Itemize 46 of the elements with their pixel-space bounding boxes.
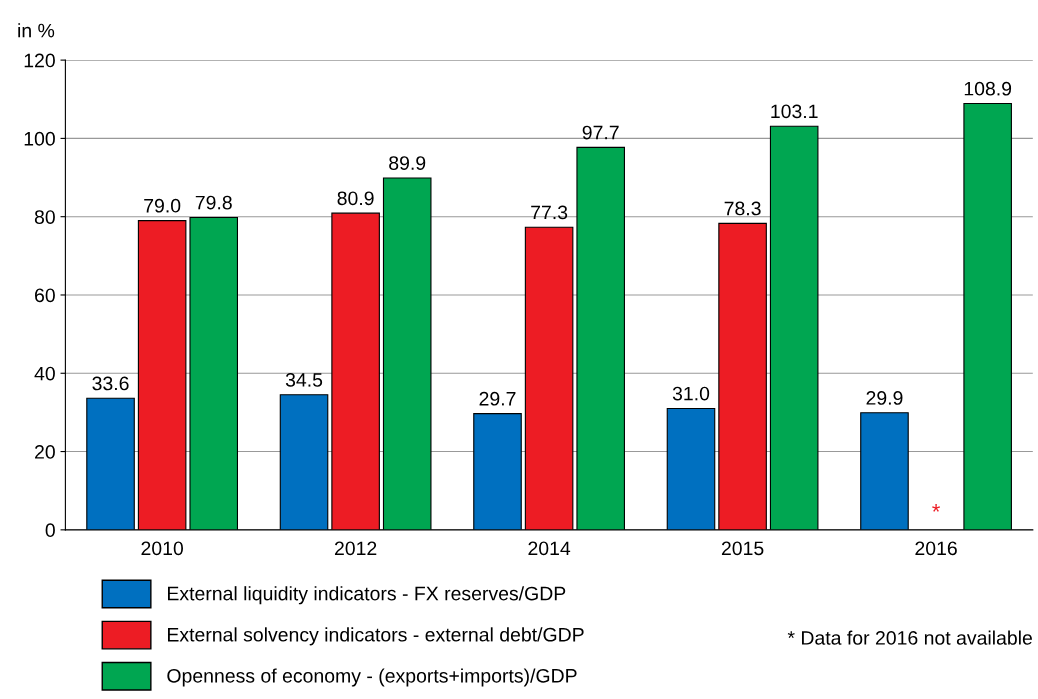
x-tick-label: 2016	[915, 541, 957, 556]
bar	[86, 397, 135, 530]
bar	[473, 413, 522, 530]
y-tick-label: 80	[34, 210, 55, 224]
bar	[331, 212, 380, 530]
data-label: 78.3	[724, 201, 761, 216]
bar	[860, 412, 909, 530]
bar	[666, 407, 716, 530]
data-label: 79.0	[144, 198, 181, 213]
legend-label: Openness of economy - (exports+imports)/GDP	[167, 668, 577, 687]
y-tick-label: 100	[24, 131, 55, 146]
data-label: 79.8	[195, 195, 232, 210]
x-tick-label: 2010	[141, 541, 184, 556]
bar	[382, 177, 432, 530]
data-label: 80.9	[337, 191, 374, 206]
y-tick-label: 40	[34, 366, 55, 381]
x-tick-label: 2014	[528, 541, 571, 556]
bar	[189, 216, 239, 530]
data-label: 103.1	[771, 104, 818, 119]
data-label: 31.0	[672, 386, 710, 401]
x-tick-label: 2015	[721, 541, 764, 556]
bar	[718, 222, 767, 530]
legend-label: External liquidity indicators - FX reserves/GDP	[168, 586, 566, 605]
data-label: 108.9	[964, 81, 1012, 96]
text: * Data for 2016 not available	[787, 630, 1032, 645]
y-tick-label: 120	[24, 53, 55, 68]
data-label: 29.9	[866, 391, 903, 405]
y-tick-label: 60	[35, 288, 55, 303]
data-label: 29.7	[479, 391, 516, 406]
data-label: 77.3	[531, 205, 568, 220]
bar	[524, 226, 574, 530]
data-label: 33.6	[92, 376, 129, 391]
bar	[279, 394, 329, 530]
y-axis-title: in %	[18, 23, 55, 38]
legend-label: External solvency indicators - external debt/GDP	[168, 627, 584, 646]
y-tick-label: 20	[35, 445, 55, 459]
x-tick-label: 2012	[334, 541, 377, 556]
bar	[576, 146, 625, 530]
data-label: 34.5	[285, 373, 323, 387]
bar	[963, 103, 1012, 530]
bar	[769, 125, 819, 530]
bar	[137, 220, 187, 530]
y-tick-label: 0	[45, 523, 55, 538]
annotation: *	[932, 504, 941, 512]
data-label: 89.9	[389, 156, 426, 170]
data-label: 97.7	[582, 125, 619, 140]
